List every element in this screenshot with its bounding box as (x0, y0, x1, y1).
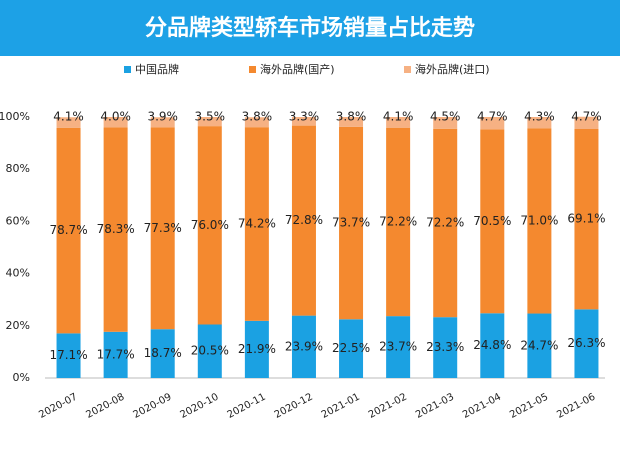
data-label: 3.8% (242, 110, 273, 124)
x-tick-label: 2021-05 (508, 392, 550, 421)
x-tick-label: 2020-12 (273, 392, 315, 421)
legend-swatch (404, 66, 411, 73)
data-label: 73.7% (332, 216, 370, 230)
y-tick-label: 0% (13, 371, 30, 384)
data-label: 72.8% (285, 213, 323, 227)
data-label: 76.0% (191, 218, 229, 232)
legend-label: 海外品牌(进口) (415, 62, 490, 76)
bar-segment (480, 117, 505, 130)
x-tick-label: 2021-03 (414, 392, 456, 421)
bar-segment (56, 117, 81, 128)
data-label: 3.8% (336, 110, 367, 124)
data-label: 17.7% (97, 347, 135, 361)
data-label: 22.5% (332, 341, 370, 355)
bar-segment (527, 313, 552, 378)
bar-segment (433, 128, 458, 318)
data-label: 4.1% (53, 110, 84, 124)
data-label: 74.2% (238, 217, 276, 231)
bar-segment (574, 116, 599, 130)
data-label: 4.7% (477, 110, 508, 124)
bar-segment (103, 331, 128, 378)
y-tick-label: 20% (6, 319, 30, 332)
data-label: 77.3% (144, 221, 182, 235)
bar-segment (150, 329, 175, 378)
bar-segment (433, 317, 458, 378)
title-banner (0, 0, 620, 56)
bar-segment (527, 128, 552, 314)
data-label: 20.5% (191, 344, 229, 358)
x-tick-label: 2020-11 (226, 392, 268, 421)
bar-segment (197, 126, 222, 325)
data-label: 26.3% (567, 336, 605, 350)
bar-segment (103, 127, 128, 332)
bar-segment (150, 117, 175, 128)
x-tick-label: 2020-08 (84, 392, 126, 421)
data-label: 4.0% (100, 110, 131, 124)
data-label: 78.3% (97, 222, 135, 236)
data-label: 72.2% (426, 215, 464, 229)
y-tick-label: 60% (6, 214, 30, 227)
bar-segment (103, 117, 128, 128)
y-tick-label: 80% (6, 162, 30, 175)
data-label: 3.5% (195, 110, 226, 124)
data-label: 17.1% (49, 348, 87, 362)
bar-segment (339, 319, 364, 378)
bar-segment (574, 129, 599, 310)
data-label: 4.7% (571, 110, 602, 124)
chart-title: 分品牌类型轿车市场销量占比走势 (145, 15, 475, 41)
x-tick-label: 2021-01 (320, 392, 362, 421)
data-label: 21.9% (238, 342, 276, 356)
data-label: 3.9% (147, 110, 178, 124)
bar-segment (386, 127, 411, 317)
data-label: 23.7% (379, 340, 417, 354)
bar-segment (244, 320, 269, 378)
data-label: 3.3% (289, 110, 320, 124)
bar-segment (56, 127, 81, 334)
bar-segment (244, 127, 269, 321)
bar-segment (150, 127, 175, 330)
data-label: 24.8% (473, 338, 511, 352)
x-tick-label: 2021-06 (555, 392, 597, 421)
bar-segment (197, 117, 222, 127)
data-label: 78.7% (49, 223, 87, 237)
bar-segment (339, 117, 364, 127)
data-label: 4.1% (383, 110, 414, 124)
data-label: 69.1% (567, 212, 605, 226)
legend-label: 海外品牌(国产) (260, 62, 335, 76)
bar-segment (56, 333, 81, 378)
bar-segment (244, 117, 269, 128)
x-tick-label: 2021-02 (367, 392, 409, 421)
bar-segment (339, 126, 364, 320)
x-tick-label: 2020-09 (131, 392, 173, 421)
data-label: 71.0% (520, 213, 558, 227)
bar-segment (480, 129, 505, 314)
bar-segment (386, 117, 411, 128)
data-label: 4.3% (524, 110, 555, 124)
x-tick-label: 2021-04 (461, 392, 503, 421)
bar-segment (433, 117, 458, 129)
bar-segment (291, 315, 316, 378)
bar-segment (574, 309, 599, 378)
bar-segment (386, 316, 411, 378)
bar-segment (291, 125, 316, 316)
bar-segment (480, 313, 505, 378)
legend-label: 中国品牌 (135, 62, 179, 76)
x-tick-label: 2020-07 (37, 392, 79, 421)
bar-segment (291, 117, 316, 126)
data-label: 18.7% (144, 346, 182, 360)
y-tick-label: 100% (0, 110, 30, 123)
data-label: 23.9% (285, 339, 323, 353)
x-tick-label: 2020-10 (179, 392, 221, 421)
data-label: 72.2% (379, 214, 417, 228)
data-label: 70.5% (473, 214, 511, 228)
legend-swatch (124, 66, 131, 73)
bar-segment (527, 117, 552, 129)
data-label: 23.3% (426, 340, 464, 354)
legend-swatch (249, 66, 256, 73)
y-tick-label: 40% (6, 267, 30, 280)
data-label: 24.7% (520, 338, 558, 352)
data-label: 4.5% (430, 110, 461, 124)
bar-segment (197, 324, 222, 378)
